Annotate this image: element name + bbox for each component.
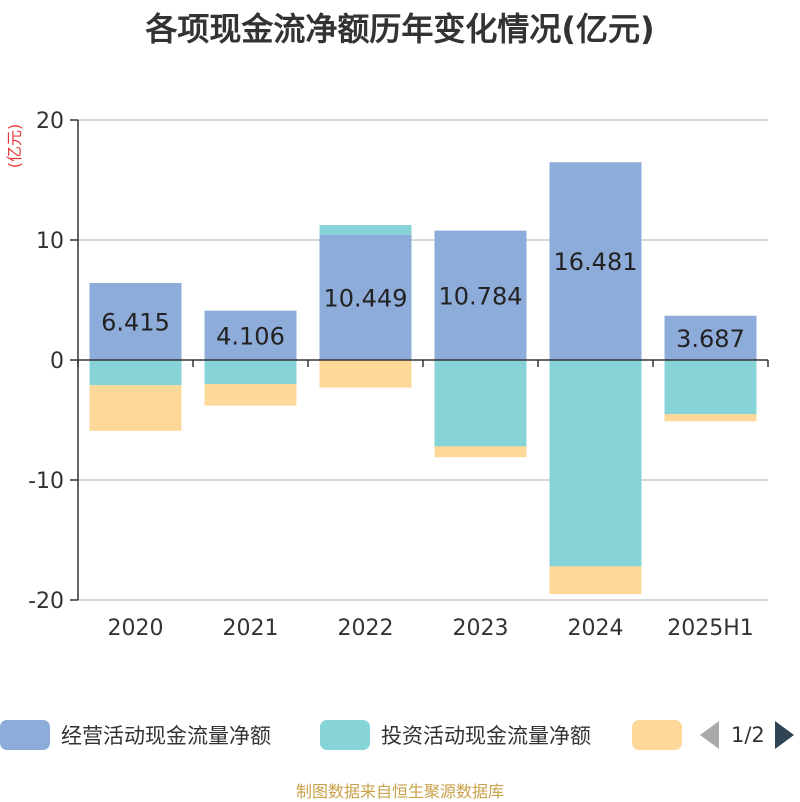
legend-swatch-investing	[320, 720, 370, 750]
legend-swatch-financing	[632, 720, 682, 750]
data-label: 10.449	[324, 284, 408, 312]
x-tick-label: 2020	[108, 616, 164, 641]
bar-3-2020	[89, 385, 182, 431]
bar-3-2024	[549, 566, 642, 594]
y-axis-label: (亿元)	[5, 124, 24, 169]
data-label: 6.415	[101, 309, 170, 337]
bar-2-2024	[549, 360, 642, 567]
bar-2-2023	[434, 360, 527, 447]
bar-2-2022	[319, 225, 412, 235]
data-label: 16.481	[554, 248, 638, 276]
legend-next-icon[interactable]	[774, 721, 794, 749]
chart-canvas: 20 10 0 -10 -20 2020 2021 2022 2023 2024 2025H1 6.…	[5, 109, 769, 641]
bar-2-2025H1	[664, 360, 757, 414]
legend-item-operating[interactable]: 经营活动现金流量净额	[0, 718, 271, 752]
data-label: 3.687	[676, 325, 745, 353]
legend-pager: 1/2	[700, 718, 800, 752]
axes: 20 10 0 -10 -20 2020 2021 2022 2023 2024 2025H1	[28, 109, 769, 641]
data-label: 4.106	[216, 322, 285, 350]
x-tick-label: 2021	[223, 616, 279, 641]
y-tick-label: 10	[36, 229, 64, 254]
bar-3-2021	[204, 384, 297, 406]
bar-2-2021	[204, 360, 297, 384]
grid-lines	[78, 119, 768, 601]
legend-item-financing[interactable]	[632, 718, 682, 752]
bar-1-2022	[319, 234, 412, 360]
legend-swatch-operating	[0, 720, 50, 750]
legend-page-indicator: 1/2	[731, 723, 765, 747]
bar-1-2021	[204, 310, 297, 360]
bar-2-2020	[89, 360, 182, 386]
y-tick-label: -20	[28, 589, 64, 614]
legend-prev-icon[interactable]	[700, 721, 719, 749]
bar-1-2023	[434, 230, 527, 360]
bar-3-2025H1	[664, 414, 757, 422]
x-tick-label: 2023	[453, 616, 509, 641]
legend-label-operating: 经营活动现金流量净额	[61, 724, 271, 748]
bar-1-2025H1	[664, 315, 757, 360]
x-tick-label: 2022	[338, 616, 394, 641]
x-tick-label: 2024	[568, 616, 624, 641]
x-tick-label: 2025H1	[667, 616, 754, 641]
y-tick-label: 20	[36, 109, 64, 134]
bar-3-2022	[319, 360, 412, 388]
legend: 经营活动现金流量净额 投资活动现金流量净额 1/2	[0, 714, 800, 754]
data-labels: 6.415 4.106 10.449 10.784 16.481 3.687	[101, 248, 745, 353]
source-note: 制图数据来自恒生聚源数据库	[295, 782, 504, 801]
data-label: 10.784	[439, 282, 523, 310]
bar-3-2023	[434, 446, 527, 458]
bar-1-2020	[89, 283, 182, 360]
legend-label-investing: 投资活动现金流量净额	[381, 724, 591, 748]
y-tick-label: 0	[50, 349, 64, 374]
legend-item-investing[interactable]: 投资活动现金流量净额	[320, 718, 591, 752]
bars	[89, 162, 757, 594]
bar-1-2024	[549, 162, 642, 360]
chart-title: 各项现金流净额历年变化情况(亿元)	[145, 10, 655, 48]
y-tick-label: -10	[28, 469, 64, 494]
